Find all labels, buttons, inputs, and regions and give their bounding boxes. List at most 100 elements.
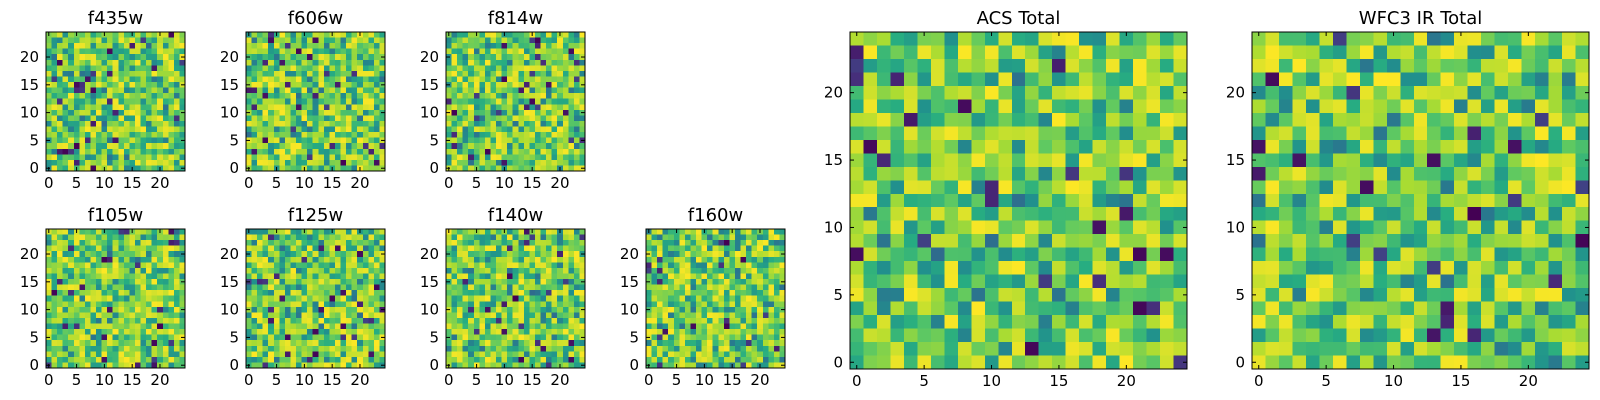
- heatmap-cell: [246, 240, 252, 247]
- heatmap-cell: [157, 262, 164, 269]
- heatmap-cell: [146, 115, 153, 122]
- heatmap-cell: [329, 87, 336, 94]
- heatmap-cell: [579, 351, 586, 358]
- heatmap-cell: [246, 295, 252, 302]
- heatmap-cell: [1160, 85, 1174, 100]
- heatmap-cell: [329, 109, 336, 116]
- heatmap-cell: [151, 267, 158, 274]
- heatmap-cell: [568, 104, 575, 111]
- heatmap-cell: [146, 43, 153, 50]
- heatmap-cell: [146, 148, 153, 155]
- heatmap-cell: [512, 54, 519, 61]
- heatmap-cell: [998, 153, 1013, 168]
- heatmap-cell: [334, 251, 341, 258]
- heatmap-cell: [96, 32, 102, 38]
- heatmap-cell: [357, 104, 364, 111]
- heatmap-cell: [257, 115, 264, 122]
- heatmap-cell: [512, 362, 519, 369]
- x-tick-label: 10: [295, 371, 314, 389]
- heatmap-cell: [246, 59, 252, 66]
- heatmap-cell: [96, 115, 102, 122]
- heatmap-cell: [523, 115, 530, 122]
- heatmap-cell: [268, 284, 275, 291]
- heatmap-cell: [134, 267, 141, 274]
- heatmap-cell: [279, 267, 286, 274]
- heatmap-cell: [296, 54, 302, 61]
- heatmap-cell: [673, 262, 680, 269]
- heatmap-cell: [351, 267, 358, 274]
- heatmap-cell: [903, 112, 918, 127]
- heatmap-cell: [723, 262, 730, 269]
- heatmap-cell: [107, 120, 114, 127]
- heatmap-cell: [262, 273, 269, 280]
- heatmap-cell: [146, 295, 153, 302]
- heatmap-cell: [773, 306, 780, 313]
- heatmap-cell: [551, 43, 558, 50]
- heatmap-cell: [551, 312, 558, 319]
- heatmap-cell: [573, 262, 580, 269]
- heatmap-cell: [268, 312, 275, 319]
- heatmap-cell: [179, 70, 186, 77]
- heatmap-cell: [290, 323, 297, 330]
- heatmap-cell: [357, 120, 364, 127]
- heatmap-cell: [876, 180, 891, 195]
- heatmap-cell: [529, 159, 536, 166]
- heatmap-cell: [357, 148, 364, 155]
- heatmap-cell: [307, 356, 314, 363]
- heatmap-cell: [51, 312, 58, 319]
- heatmap-cell: [529, 251, 536, 258]
- heatmap-cell: [373, 104, 380, 111]
- heatmap-cell: [690, 279, 697, 285]
- heatmap-cell: [540, 154, 547, 161]
- heatmap-cell: [46, 323, 52, 330]
- heatmap-cell: [101, 54, 108, 61]
- heatmap-cell: [451, 295, 458, 302]
- heatmap-cell: [318, 317, 325, 324]
- heatmap-cell: [551, 279, 558, 285]
- heatmap-cell: [351, 317, 358, 324]
- heatmap-cell: [490, 317, 497, 324]
- heatmap-cell: [362, 306, 369, 313]
- heatmap-cell: [490, 59, 497, 66]
- heatmap-cell: [268, 345, 275, 352]
- heatmap-cell: [68, 148, 75, 155]
- heatmap-cell: [51, 284, 58, 291]
- heatmap-cell: [357, 329, 364, 336]
- heatmap-cell: [773, 351, 780, 358]
- heatmap-cell: [296, 104, 302, 111]
- heatmap-cell: [551, 93, 558, 100]
- heatmap-cell: [134, 245, 141, 252]
- heatmap-cell: [490, 295, 497, 302]
- heatmap-cell: [118, 267, 125, 274]
- heatmap-cell: [718, 301, 725, 308]
- heatmap-cell: [863, 72, 878, 87]
- heatmap-cell: [512, 290, 519, 297]
- heatmap-cell: [90, 251, 97, 258]
- heatmap-cell: [373, 109, 380, 116]
- heatmap-cell: [140, 148, 147, 155]
- heatmap-cell: [496, 229, 502, 235]
- heatmap-cell: [179, 234, 186, 241]
- heatmap-cell: [73, 120, 80, 127]
- heatmap-cell: [262, 356, 269, 363]
- heatmap-cell: [1052, 193, 1067, 208]
- heatmap-cell: [768, 262, 775, 269]
- heatmap-cell: [379, 98, 386, 105]
- heatmap-cell: [850, 153, 864, 168]
- heatmap-cell: [546, 54, 553, 61]
- heatmap-cell: [529, 340, 536, 347]
- heatmap-cell: [162, 109, 169, 116]
- heatmap-cell: [473, 148, 480, 155]
- heatmap-cell: [518, 159, 525, 166]
- heatmap-cell: [1119, 166, 1134, 181]
- heatmap-cell: [151, 120, 158, 127]
- heatmap-cell: [501, 137, 508, 144]
- heatmap-cell: [690, 256, 697, 263]
- heatmap-cell: [101, 126, 108, 133]
- heatmap-cell: [146, 240, 153, 247]
- heatmap-cell: [329, 329, 336, 336]
- heatmap-cell: [568, 159, 575, 166]
- heatmap-cell: [579, 317, 586, 324]
- heatmap-cell: [773, 251, 780, 258]
- heatmap-cell: [479, 59, 486, 66]
